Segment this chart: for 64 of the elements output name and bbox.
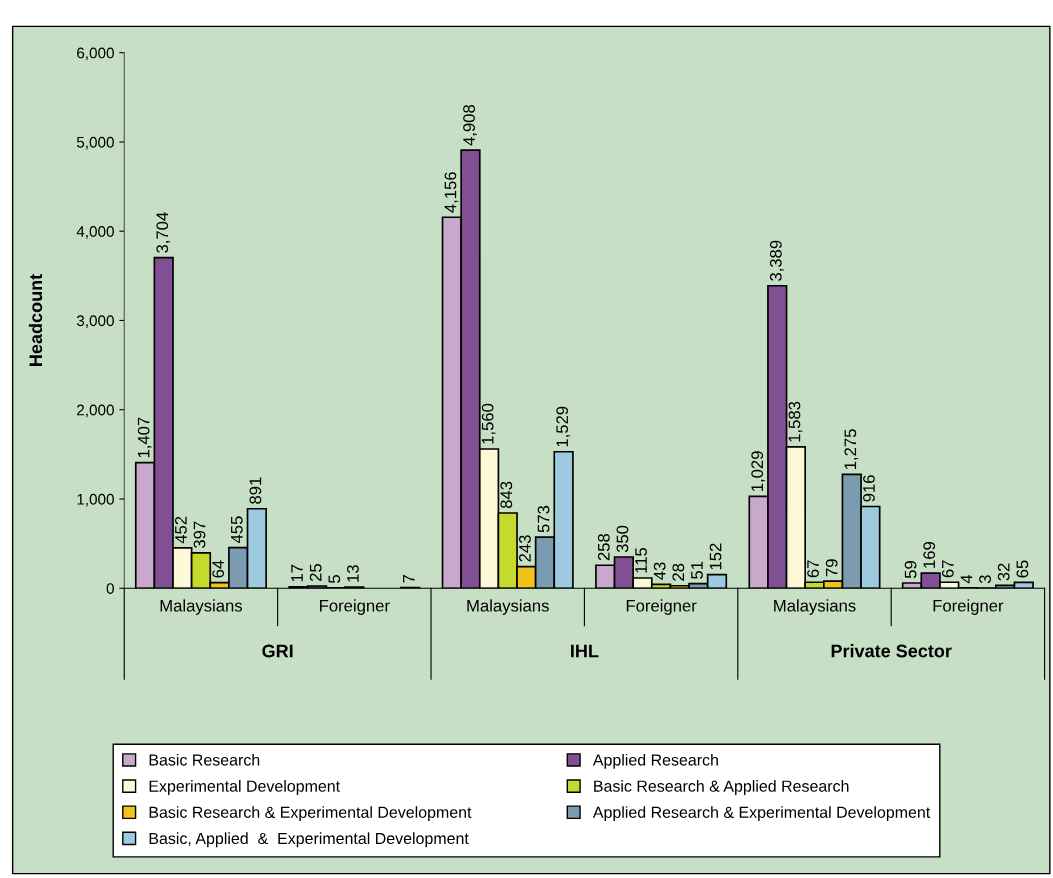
data-label: 455 [231, 516, 243, 544]
data-label: 152 [709, 543, 722, 570]
y-tick-label: 5,000 [76, 136, 114, 150]
legend-label: Experimental Development [149, 780, 340, 795]
x-tick-label: Malaysians [160, 599, 243, 615]
data-label: 64 [212, 560, 225, 578]
data-label: 5 [328, 575, 341, 583]
y-tick-label: 4,000 [76, 226, 114, 239]
data-label: 452 [174, 516, 187, 544]
data-label: 916 [863, 475, 875, 502]
data-label: 3 [979, 575, 991, 584]
data-label: 258 [597, 533, 610, 561]
data-label: 891 [249, 477, 262, 504]
data-label: 4,908 [463, 105, 477, 146]
text: GRI [262, 644, 293, 658]
data-label: 1,029 [751, 451, 766, 491]
text: IHL [571, 644, 599, 658]
y-tick-label: 1,000 [77, 493, 114, 507]
data-label: 843 [500, 481, 513, 509]
data-label: 350 [616, 525, 629, 553]
data-label: 3,704 [156, 212, 171, 253]
data-label: 65 [1016, 560, 1029, 578]
data-label: 59 [904, 561, 917, 579]
y-tick-label: 3,000 [76, 315, 114, 328]
data-label: 573 [537, 505, 550, 533]
data-label: 79 [825, 559, 838, 577]
data-label: 32 [997, 563, 1010, 581]
data-label: 1,560 [481, 403, 496, 444]
data-label: 43 [653, 562, 666, 580]
x-tick-label: Malaysians [467, 599, 549, 615]
data-label: 115 [635, 547, 647, 573]
data-label: 28 [672, 563, 685, 581]
data-label: 169 [923, 541, 936, 568]
data-label: 1,407 [137, 417, 152, 458]
text: Private Sector [831, 644, 952, 658]
legend-label: Basic Research & Experimental Development [149, 806, 472, 822]
data-label: 1,583 [788, 401, 803, 442]
data-label: 1,529 [556, 406, 571, 447]
data-label: 67 [941, 560, 954, 578]
data-label: 3,389 [769, 240, 784, 281]
data-label: 51 [691, 561, 703, 579]
data-label: 397 [193, 521, 206, 549]
legend-label: Applied Research [592, 753, 718, 769]
data-label: 243 [519, 535, 531, 562]
y-tick-label: 0 [106, 583, 114, 594]
data-label: 1,275 [844, 429, 859, 470]
data-label: 17 [291, 564, 303, 582]
data-label: 13 [347, 565, 359, 582]
legend-label: Basic Research & Applied Research [594, 780, 849, 795]
y-tick-label: 6,000 [77, 47, 114, 61]
y-axis-title: Headcount [28, 274, 43, 366]
x-tick-label: Malaysians [774, 599, 856, 615]
x-tick-label: Foreigner [626, 599, 697, 615]
x-tick-label: Foreigner [320, 599, 390, 615]
legend-label: Basic Research [149, 753, 260, 766]
legend-label: Applied Research & Experimental Development [592, 806, 931, 822]
y-tick-label: 2,000 [77, 404, 114, 418]
data-label: 25 [309, 564, 322, 582]
legend-label: Basic, Applied & Experimental Development [149, 832, 469, 848]
data-label: 4 [960, 574, 973, 584]
data-label: 67 [807, 560, 819, 578]
data-label: 7 [403, 575, 415, 583]
x-tick-label: Foreigner [933, 599, 1004, 615]
data-label: 4,156 [444, 172, 459, 213]
